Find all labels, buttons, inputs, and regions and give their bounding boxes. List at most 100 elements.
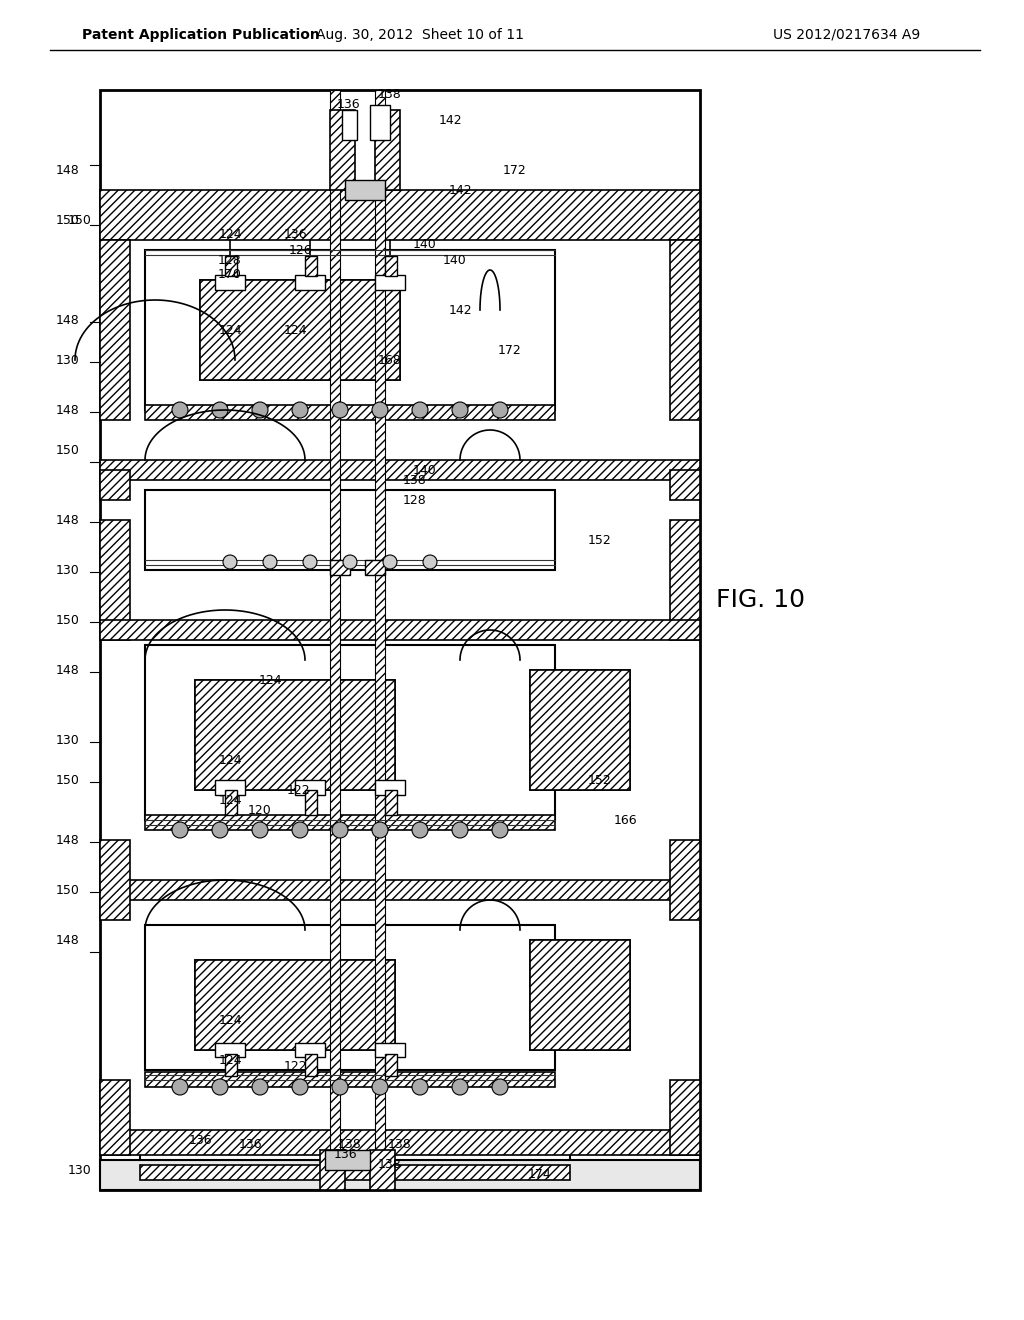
Circle shape xyxy=(252,822,268,838)
Text: 130: 130 xyxy=(56,734,80,747)
Circle shape xyxy=(212,1078,228,1096)
Bar xyxy=(375,110,400,190)
Bar xyxy=(145,249,555,411)
Bar xyxy=(200,280,400,380)
Text: 140: 140 xyxy=(443,253,467,267)
Bar xyxy=(100,520,130,640)
Circle shape xyxy=(292,403,308,418)
Circle shape xyxy=(172,403,188,418)
Bar xyxy=(215,1043,245,1057)
Text: 150: 150 xyxy=(56,444,80,457)
Bar xyxy=(195,960,395,1049)
Bar xyxy=(200,280,400,380)
Text: 136: 136 xyxy=(239,1138,262,1151)
Text: 136: 136 xyxy=(284,228,307,242)
Circle shape xyxy=(372,822,388,838)
Text: 148: 148 xyxy=(56,164,80,177)
Bar xyxy=(305,256,317,276)
Text: 136: 136 xyxy=(188,1134,212,1147)
Bar xyxy=(145,490,555,570)
Bar xyxy=(385,1053,397,1076)
Bar xyxy=(100,620,700,640)
Bar xyxy=(100,90,700,1191)
Circle shape xyxy=(263,554,278,569)
Text: Patent Application Publication: Patent Application Publication xyxy=(82,28,319,42)
Text: 130: 130 xyxy=(56,564,80,577)
Text: 124: 124 xyxy=(218,1053,242,1067)
Bar xyxy=(140,1150,570,1180)
Bar xyxy=(195,680,395,789)
Bar xyxy=(375,1043,406,1057)
Bar xyxy=(670,470,700,500)
Bar xyxy=(100,459,700,480)
Text: 122: 122 xyxy=(286,784,310,796)
Bar xyxy=(100,1130,700,1155)
Text: 136: 136 xyxy=(333,1148,356,1162)
Text: 174: 174 xyxy=(528,1168,552,1181)
Bar xyxy=(100,1080,130,1155)
Bar xyxy=(100,840,130,920)
Circle shape xyxy=(412,822,428,838)
Text: 130: 130 xyxy=(56,354,80,367)
Bar xyxy=(305,789,317,814)
Text: 152: 152 xyxy=(588,774,612,787)
Bar xyxy=(145,405,555,420)
Text: 130: 130 xyxy=(69,1163,92,1176)
Bar xyxy=(100,880,700,900)
Bar xyxy=(330,90,340,1191)
Text: FIG. 10: FIG. 10 xyxy=(716,587,805,612)
Text: 166: 166 xyxy=(613,813,637,826)
Circle shape xyxy=(412,1078,428,1096)
Circle shape xyxy=(492,822,508,838)
Text: 138: 138 xyxy=(338,1138,361,1151)
Bar xyxy=(670,840,700,920)
Bar xyxy=(145,1072,555,1086)
Text: 150: 150 xyxy=(56,774,80,787)
Text: 124: 124 xyxy=(284,323,307,337)
Text: 152: 152 xyxy=(588,533,612,546)
Bar xyxy=(145,645,555,820)
Circle shape xyxy=(372,1078,388,1096)
Text: 172: 172 xyxy=(498,343,522,356)
Circle shape xyxy=(223,554,237,569)
Circle shape xyxy=(292,1078,308,1096)
Circle shape xyxy=(332,1078,348,1096)
Circle shape xyxy=(492,1078,508,1096)
Text: 124: 124 xyxy=(218,754,242,767)
Bar xyxy=(530,940,630,1049)
Text: US 2012/0217634 A9: US 2012/0217634 A9 xyxy=(773,28,920,42)
Text: 140: 140 xyxy=(413,463,437,477)
Text: 126: 126 xyxy=(288,243,312,256)
Text: 142: 142 xyxy=(449,183,472,197)
Circle shape xyxy=(303,554,317,569)
Bar xyxy=(375,90,385,1191)
Bar xyxy=(145,925,555,1071)
Bar xyxy=(670,240,700,420)
Circle shape xyxy=(292,822,308,838)
Text: 150: 150 xyxy=(56,214,80,227)
Text: 148: 148 xyxy=(56,314,80,326)
Text: 138: 138 xyxy=(378,88,401,102)
Text: 170: 170 xyxy=(218,268,242,281)
Circle shape xyxy=(332,403,348,418)
Text: 138: 138 xyxy=(378,1159,401,1172)
Bar xyxy=(215,275,245,290)
Bar xyxy=(225,256,237,276)
Circle shape xyxy=(212,403,228,418)
Text: 138: 138 xyxy=(388,1138,412,1151)
Text: 168: 168 xyxy=(378,354,401,367)
Bar xyxy=(100,1160,700,1191)
Text: 148: 148 xyxy=(56,404,80,417)
Text: 120: 120 xyxy=(248,804,272,817)
Circle shape xyxy=(452,822,468,838)
Text: 122: 122 xyxy=(284,1060,307,1073)
Text: 124: 124 xyxy=(218,228,242,242)
Circle shape xyxy=(172,822,188,838)
Bar xyxy=(140,1166,570,1180)
Bar xyxy=(370,106,390,140)
Text: 148: 148 xyxy=(56,664,80,676)
Bar xyxy=(195,680,395,789)
Bar xyxy=(670,520,700,640)
Bar xyxy=(530,671,630,789)
Circle shape xyxy=(252,403,268,418)
